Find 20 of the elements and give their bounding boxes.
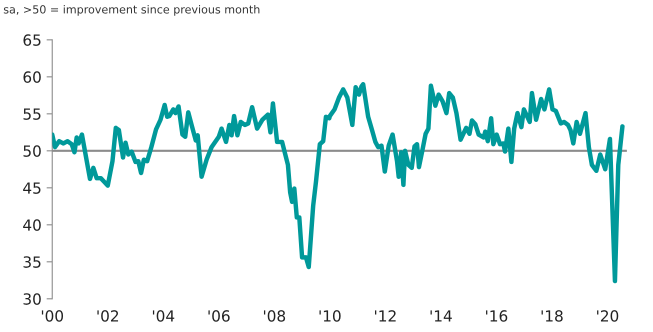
- x-tick-label: '08: [264, 310, 286, 322]
- x-tick-label: '20: [597, 310, 618, 322]
- x-tick-label: '00: [42, 310, 64, 322]
- chart-subtitle: sa, >50 = improvement since previous month: [4, 4, 260, 16]
- x-tick-label: '18: [542, 310, 563, 322]
- x-tick-label: '04: [152, 310, 174, 322]
- y-tick-label: 45: [23, 182, 40, 194]
- y-tick-label: 30: [24, 293, 41, 305]
- x-tick-label: '02: [97, 310, 118, 322]
- y-tick-label: 40: [23, 219, 41, 231]
- y-tick-label: 60: [23, 71, 41, 83]
- x-tick-label: '14: [430, 310, 452, 322]
- x-tick-label: '06: [208, 310, 230, 322]
- x-tick-label: '12: [375, 310, 396, 322]
- y-tick-label: 65: [23, 34, 40, 46]
- x-tick-label: '16: [486, 310, 508, 322]
- x-tick-label: '10: [319, 310, 341, 322]
- y-tick-label: 55: [24, 108, 40, 120]
- y-tick-label: 50: [24, 145, 41, 157]
- y-tick-label: 35: [24, 256, 40, 268]
